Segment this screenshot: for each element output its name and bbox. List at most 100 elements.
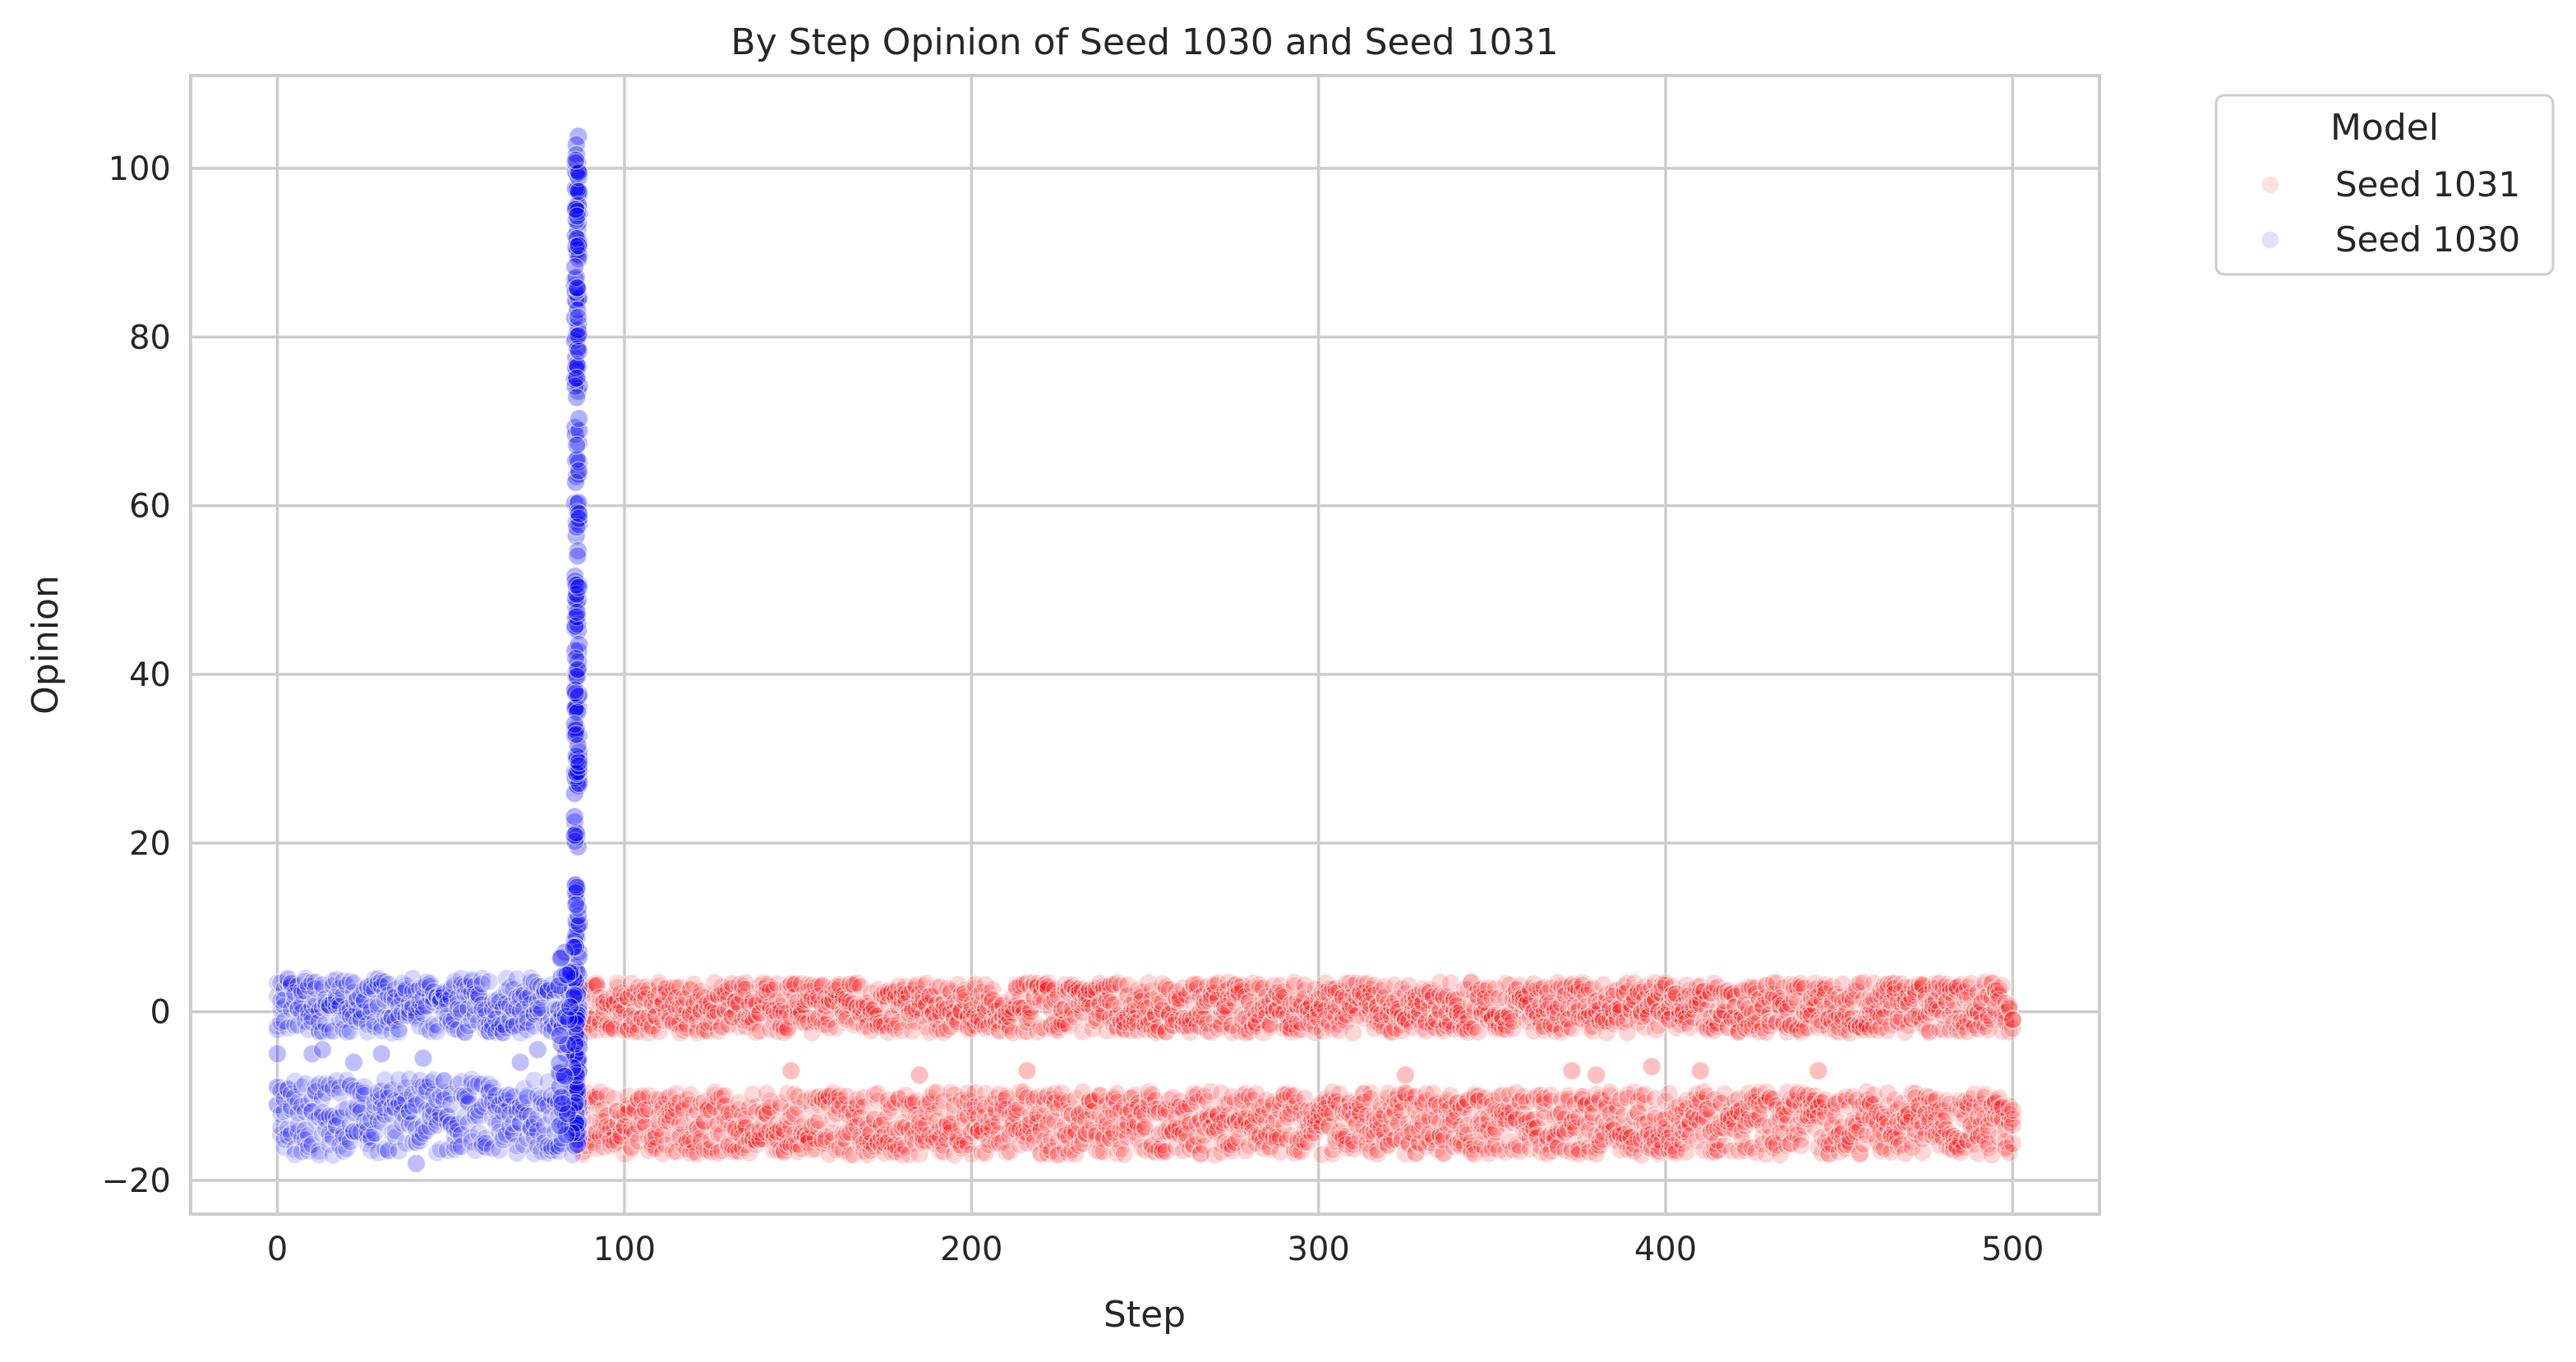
data-point-seed-1030 (565, 826, 584, 845)
data-point-seed-1031 (701, 1142, 721, 1162)
data-point-seed-1031 (847, 1089, 867, 1110)
data-point-seed-1031 (1395, 1065, 1415, 1085)
legend-marker-seed-1030 (2260, 230, 2280, 250)
x-tick-label: 400 (1634, 1231, 1697, 1268)
data-point-seed-1030 (566, 368, 587, 388)
data-point-seed-1031 (1993, 976, 2012, 996)
data-point-seed-1030 (406, 1153, 426, 1174)
data-point-seed-1030 (371, 1044, 391, 1064)
data-point-seed-1030 (569, 752, 589, 772)
y-tick-label: 40 (129, 656, 171, 694)
data-point-seed-1030 (567, 877, 587, 897)
data-point-seed-1030 (567, 602, 587, 622)
y-axis-label: Opinion (25, 575, 67, 715)
data-point-seed-1031 (2002, 1100, 2022, 1120)
data-point-seed-1030 (568, 660, 588, 679)
data-point-seed-1030 (566, 725, 586, 744)
data-point-seed-1031 (892, 1020, 912, 1041)
data-point-seed-1031 (1586, 1065, 1606, 1085)
data-point-seed-1030 (566, 150, 586, 170)
data-point-seed-1031 (771, 1093, 790, 1113)
x-tick-label: 0 (267, 1231, 288, 1268)
data-point-seed-1030 (560, 997, 580, 1017)
data-point-seed-1030 (567, 278, 588, 297)
data-point-seed-1031 (844, 976, 864, 996)
y-tick-label: −20 (102, 1162, 171, 1200)
data-point-seed-1031 (601, 1130, 620, 1150)
data-point-seed-1030 (568, 546, 588, 566)
data-point-seed-1030 (569, 408, 589, 429)
data-point-seed-1031 (1791, 1135, 1811, 1156)
x-tick-label: 300 (1288, 1231, 1350, 1268)
plot-area (189, 74, 2101, 1216)
data-point-seed-1031 (1017, 1061, 1037, 1081)
data-point-seed-1031 (777, 1084, 798, 1104)
x-tick-label: 500 (1981, 1231, 2044, 1268)
data-point-seed-1031 (805, 1113, 825, 1133)
y-tick-label: 0 (150, 994, 171, 1032)
data-point-seed-1031 (666, 1093, 686, 1113)
data-point-seed-1030 (569, 461, 588, 481)
data-point-seed-1031 (878, 993, 898, 1014)
data-point-seed-1031 (809, 1111, 829, 1130)
data-point-seed-1031 (836, 1086, 856, 1107)
data-point-seed-1031 (712, 1017, 731, 1038)
data-point-seed-1031 (781, 1061, 801, 1081)
data-point-seed-1031 (819, 1018, 839, 1038)
data-point-seed-1030 (565, 807, 584, 826)
data-point-seed-1030 (569, 236, 588, 255)
data-point-seed-1030 (557, 965, 577, 985)
data-point-seed-1030 (268, 1044, 288, 1064)
data-point-seed-1031 (1562, 1061, 1582, 1081)
data-point-seed-1030 (569, 182, 588, 201)
data-point-seed-1031 (618, 1020, 638, 1040)
data-point-seed-1031 (2002, 1134, 2022, 1153)
data-point-seed-1031 (2002, 1010, 2022, 1029)
data-point-seed-1031 (1809, 1061, 1828, 1081)
data-point-seed-1031 (823, 1130, 843, 1150)
y-tick-label: 20 (129, 825, 171, 863)
data-point-seed-1031 (684, 992, 704, 1012)
y-tick-label: 60 (129, 488, 171, 526)
x-axis-label: Step (1104, 1294, 1186, 1336)
data-point-seed-1030 (567, 388, 587, 407)
legend-title: Model (2330, 107, 2439, 149)
data-point-seed-1030 (566, 895, 586, 915)
data-point-seed-1031 (785, 975, 804, 995)
data-point-seed-1030 (567, 206, 588, 226)
data-point-seed-1030 (568, 307, 588, 327)
data-point-seed-1030 (510, 1052, 530, 1072)
data-point-seed-1031 (604, 1088, 624, 1108)
data-point-seed-1030 (479, 972, 499, 992)
data-point-seed-1030 (569, 341, 588, 361)
y-tick-label: 100 (108, 150, 171, 188)
data-point-seed-1031 (1642, 1056, 1661, 1076)
data-point-seed-1031 (1114, 1144, 1134, 1164)
legend-label-seed-1031: Seed 1031 (2335, 164, 2520, 205)
data-point-seed-1030 (565, 683, 586, 703)
legend: Model Seed 1031 Seed 1030 (2214, 94, 2555, 276)
data-point-seed-1031 (1690, 1061, 1710, 1081)
y-tick-label: 80 (129, 319, 171, 357)
data-point-seed-1030 (565, 257, 585, 277)
legend-marker-seed-1031 (2260, 175, 2280, 195)
data-point-seed-1031 (740, 1143, 759, 1162)
data-point-seed-1031 (691, 985, 711, 1005)
data-point-seed-1030 (569, 577, 588, 597)
data-point-seed-1031 (615, 1144, 634, 1164)
data-point-seed-1031 (910, 1065, 929, 1085)
data-point-seed-1030 (569, 504, 589, 524)
x-tick-label: 100 (593, 1231, 656, 1268)
legend-label-seed-1030: Seed 1030 (2335, 219, 2520, 260)
chart-title: By Step Opinion of Seed 1030 and Seed 10… (730, 21, 1558, 63)
data-point-seed-1030 (567, 435, 587, 455)
data-point-seed-1031 (868, 1005, 887, 1026)
data-points (268, 127, 2022, 1174)
data-point-seed-1030 (343, 1052, 364, 1072)
data-point-seed-1031 (847, 973, 867, 993)
data-point-seed-1031 (878, 1094, 898, 1115)
grid (191, 76, 2099, 1214)
data-point-seed-1030 (555, 1066, 574, 1086)
data-point-seed-1030 (552, 1093, 572, 1114)
